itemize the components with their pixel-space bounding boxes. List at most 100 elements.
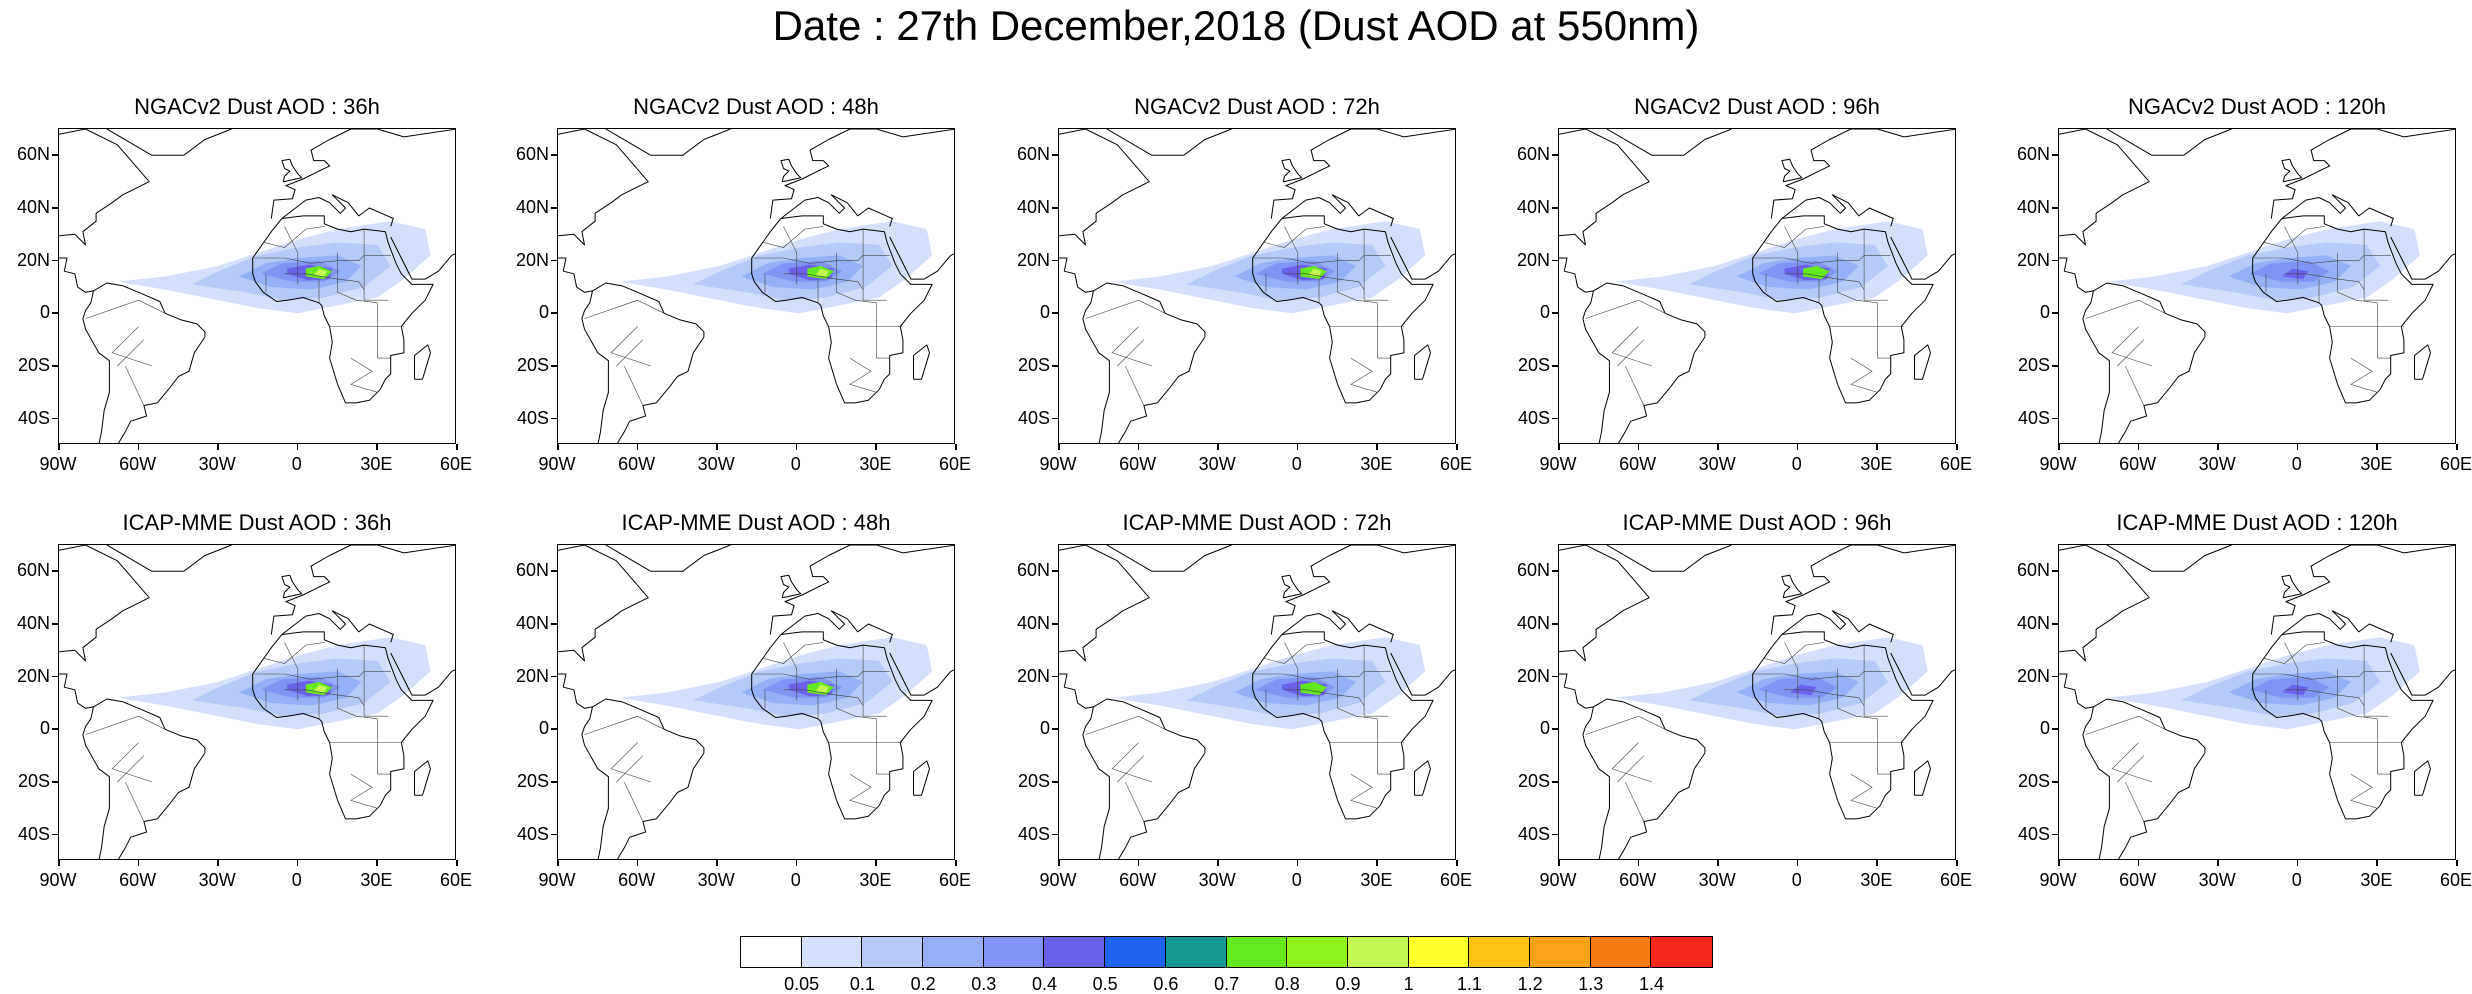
country-border [1784,642,1799,701]
map-panel [1558,544,1956,860]
longitude-label: 60E [938,454,972,474]
coastline-north-america [59,545,150,662]
map-panel [1058,544,1456,860]
coastline-mediterranean-north [2281,194,2394,227]
latitude-label: 40N [1016,613,1050,633]
latitude-label: 40S [516,823,549,844]
longitude-tick [58,444,60,450]
coastline-madagascar [2414,760,2431,796]
country-border [610,326,651,367]
coastline-greenland [605,129,731,156]
coastline-madagascar [2414,344,2431,380]
latitude-label: 0 [2039,302,2050,323]
latitude-tick [551,154,557,156]
country-border [1284,226,1299,285]
colorbar-label: 1.1 [1456,974,1482,994]
colorbar-label: 0.05 [784,974,820,994]
latitude-tick [52,207,58,209]
latitude-label: 60N [16,144,50,165]
longitude-tick [1956,444,1958,450]
colorbar-label: 0.3 [971,974,997,994]
country-border [2125,365,2145,406]
latitude-label: 20N [1016,249,1050,270]
country-border [1111,742,1152,783]
latitude-tick [1052,259,1058,262]
country-border [1829,742,1891,775]
country-border [1284,642,1299,701]
longitude-tick [217,444,219,450]
map-panel [2058,544,2456,860]
panel-title: ICAP-MME Dust AOD : 72h [1122,510,1392,535]
latitude-tick [551,728,557,730]
latitude-label: 40N [515,613,549,633]
latitude-label: 20N [2016,249,2050,270]
coastline-mediterranean-north [1281,610,1394,643]
longitude-tick [1217,444,1219,450]
latitude-tick [2052,833,2058,836]
longitude-tick [2058,860,2060,866]
colorbar-swatch [862,937,924,967]
longitude-tick [1876,860,1878,866]
latitude-label: 60N [2016,560,2050,581]
map-panel [58,544,456,860]
coastline-north-america [59,129,150,246]
colorbar-label: 0.4 [1031,974,1058,994]
latitude-tick [1552,417,1558,420]
latitude-tick [2052,570,2058,572]
country-border [1350,773,1378,809]
country-border [1117,339,1145,367]
coastline-madagascar [1414,760,1431,796]
longitude-tick [1637,444,1640,450]
coastline-greenland [1606,129,1732,156]
coastline-british-isles [2281,574,2303,599]
country-border [849,357,877,393]
coastline-greenland [106,129,232,156]
country-border [1350,357,1378,393]
longitude-tick [1456,860,1458,866]
coastline-africa [751,215,933,404]
longitude-label: 0 [790,870,801,890]
country-border [1877,302,1904,327]
longitude-label: 90W [538,870,576,890]
coastline-mediterranean-north [780,610,893,643]
longitude-tick [1058,860,1060,866]
coastline-central-america [1559,257,1594,293]
dust-aod-contour [815,268,829,277]
longitude-label: 30W [1198,870,1236,890]
latitude-label: 40S [2017,823,2050,844]
colorbar-swatch [1347,937,1409,967]
longitude-tick [1376,444,1378,450]
coastline-central-america [1059,257,1094,293]
longitude-tick [2296,860,2299,866]
longitude-label: 30W [2198,870,2236,890]
latitude-label: 60N [1516,144,1550,165]
longitude-tick [2137,444,2140,450]
country-border [762,642,824,664]
longitude-label: 60W [2119,454,2157,474]
longitude-tick [1876,444,1878,450]
latitude-label: 40S [1517,407,1550,428]
latitude-tick [2052,312,2058,314]
panel-title: NGACv2 Dust AOD : 96h [1634,94,1880,119]
latitude-label: 20S [2017,355,2050,375]
map-canvas [1559,129,1955,443]
country-border [1829,326,1891,359]
latitude-tick [551,259,557,262]
country-border [1837,252,1878,304]
coastline-north-america [558,545,649,662]
country-border [329,742,391,775]
longitude-label: 60W [1119,870,1157,890]
country-border [2337,252,2378,304]
longitude-label: 30E [1860,870,1893,890]
latitude-label: 40S [17,823,50,844]
latitude-tick [1552,781,1558,783]
longitude-label: 30E [2360,870,2393,890]
coastline-british-isles [281,574,303,599]
longitude-tick [217,860,219,866]
country-border [263,642,325,664]
country-border [117,339,145,367]
coastline-central-america [2059,673,2094,709]
coastline-british-isles [1281,574,1303,599]
latitude-label: 0 [1539,718,1550,739]
country-border [783,642,798,701]
